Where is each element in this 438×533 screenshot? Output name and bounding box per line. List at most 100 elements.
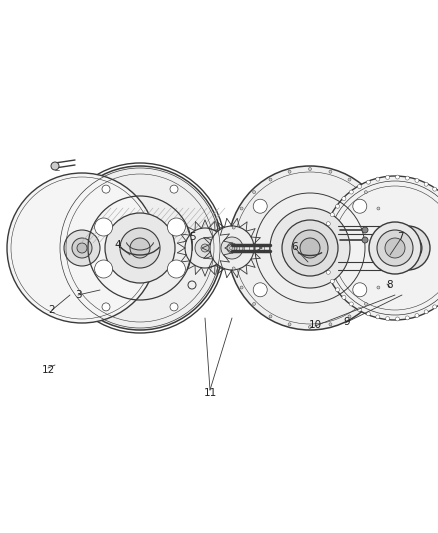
Circle shape — [336, 204, 339, 208]
Circle shape — [253, 302, 256, 305]
Circle shape — [324, 261, 328, 265]
Text: 11: 11 — [203, 388, 217, 398]
Circle shape — [348, 315, 351, 318]
Circle shape — [424, 182, 428, 186]
Circle shape — [396, 175, 399, 179]
Circle shape — [326, 222, 330, 225]
Circle shape — [270, 208, 350, 288]
Circle shape — [210, 226, 254, 270]
Circle shape — [288, 170, 291, 173]
Circle shape — [357, 184, 361, 189]
Circle shape — [396, 317, 399, 321]
Circle shape — [388, 246, 391, 249]
Text: 3: 3 — [75, 290, 81, 300]
Circle shape — [322, 241, 326, 245]
Circle shape — [405, 176, 410, 180]
Circle shape — [253, 283, 267, 297]
Circle shape — [232, 226, 235, 229]
Circle shape — [7, 173, 157, 323]
Circle shape — [342, 295, 346, 300]
Circle shape — [322, 251, 326, 255]
Circle shape — [102, 303, 110, 311]
Circle shape — [77, 243, 87, 253]
Circle shape — [394, 234, 422, 262]
Circle shape — [95, 218, 113, 236]
Circle shape — [230, 246, 233, 249]
Circle shape — [405, 316, 410, 320]
Circle shape — [369, 222, 421, 274]
Circle shape — [330, 279, 334, 284]
Circle shape — [269, 315, 272, 318]
Circle shape — [253, 199, 267, 213]
Circle shape — [221, 237, 243, 259]
Text: 4: 4 — [115, 240, 121, 250]
Circle shape — [424, 310, 428, 314]
Circle shape — [385, 267, 388, 270]
Circle shape — [386, 226, 430, 270]
Circle shape — [362, 227, 368, 233]
Circle shape — [433, 187, 437, 191]
Circle shape — [323, 176, 438, 320]
Circle shape — [377, 286, 380, 289]
Circle shape — [377, 230, 413, 266]
Circle shape — [385, 238, 405, 258]
Circle shape — [385, 226, 388, 229]
Circle shape — [348, 178, 351, 181]
Circle shape — [377, 230, 413, 266]
Circle shape — [185, 228, 225, 268]
Circle shape — [415, 179, 419, 182]
Circle shape — [167, 260, 185, 278]
Text: 10: 10 — [308, 320, 321, 330]
Circle shape — [377, 207, 380, 210]
Circle shape — [376, 315, 380, 319]
Circle shape — [324, 231, 328, 235]
Circle shape — [130, 238, 150, 258]
Text: 6: 6 — [292, 242, 298, 252]
Circle shape — [342, 197, 346, 201]
Circle shape — [364, 191, 367, 193]
Circle shape — [240, 207, 243, 210]
Circle shape — [353, 283, 367, 297]
Circle shape — [195, 238, 215, 258]
Circle shape — [292, 230, 328, 266]
Circle shape — [227, 243, 237, 253]
Circle shape — [170, 185, 178, 193]
Circle shape — [326, 270, 330, 274]
Circle shape — [72, 238, 92, 258]
Text: 5: 5 — [189, 232, 195, 242]
Circle shape — [329, 323, 332, 326]
Circle shape — [330, 213, 334, 217]
Circle shape — [357, 308, 361, 311]
Circle shape — [269, 178, 272, 181]
Circle shape — [201, 244, 209, 252]
Circle shape — [95, 260, 113, 278]
Circle shape — [167, 218, 185, 236]
Circle shape — [415, 313, 419, 318]
Circle shape — [232, 267, 235, 270]
Circle shape — [367, 312, 371, 316]
Circle shape — [170, 303, 178, 311]
Circle shape — [228, 166, 392, 330]
Circle shape — [367, 180, 371, 184]
Circle shape — [102, 185, 110, 193]
Circle shape — [105, 213, 175, 283]
Circle shape — [336, 288, 339, 292]
Circle shape — [308, 326, 311, 328]
Text: 7: 7 — [397, 232, 403, 242]
Circle shape — [349, 302, 353, 306]
Circle shape — [288, 323, 291, 326]
Circle shape — [385, 317, 389, 321]
Circle shape — [364, 302, 367, 305]
Circle shape — [64, 230, 100, 266]
Text: 8: 8 — [387, 280, 393, 290]
Circle shape — [308, 167, 311, 171]
Text: 2: 2 — [49, 305, 55, 315]
Circle shape — [120, 228, 160, 268]
Circle shape — [385, 238, 405, 258]
Text: 9: 9 — [344, 317, 350, 327]
Circle shape — [376, 177, 380, 181]
Circle shape — [329, 170, 332, 173]
Circle shape — [390, 243, 400, 253]
Circle shape — [58, 166, 222, 330]
Text: 12: 12 — [41, 365, 55, 375]
